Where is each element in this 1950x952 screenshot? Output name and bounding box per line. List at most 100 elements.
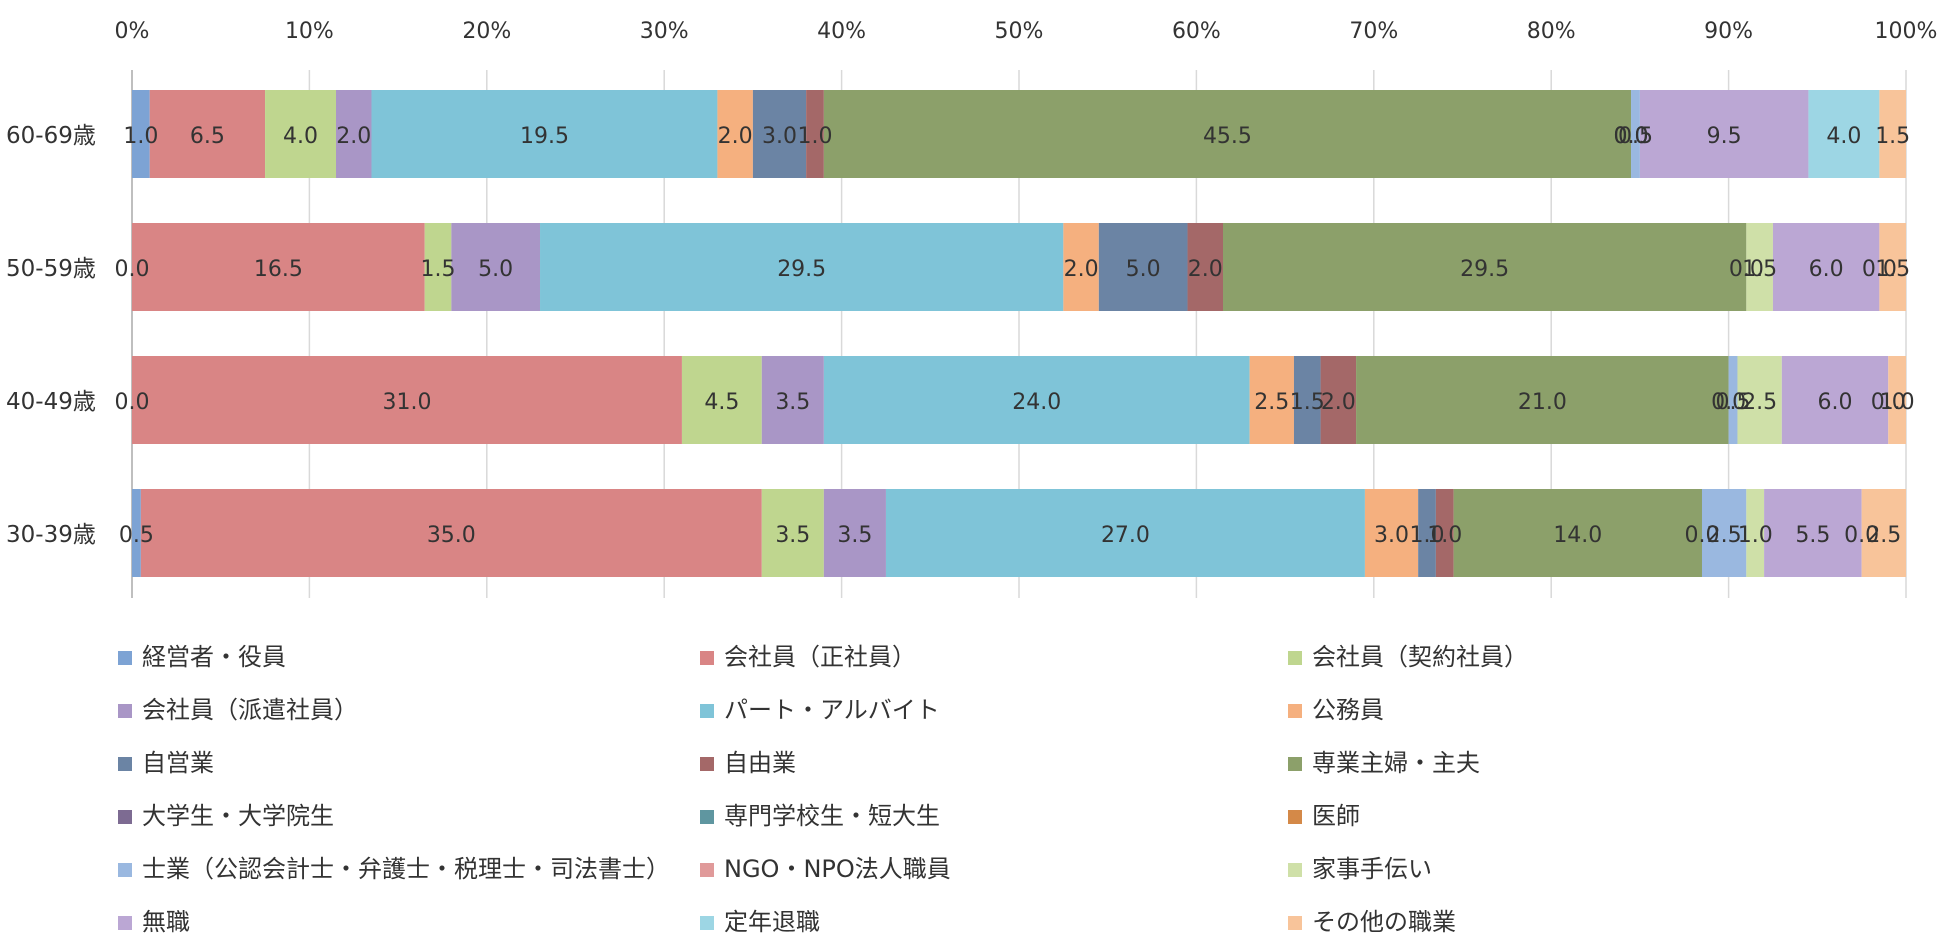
bar-segment [1631,90,1640,178]
legend-label: 士業（公認会計士・弁護士・税理士・司法書士） [142,855,670,883]
bar-segment [149,90,266,178]
data-label: 1.0 [1427,523,1462,548]
legend-swatch [700,810,714,824]
x-tick-label: 50% [995,19,1044,44]
data-label: 0.0 [1844,523,1879,548]
data-label: 0.5 [1618,124,1653,149]
data-label: 5.0 [1126,257,1161,282]
x-tick-label: 40% [817,19,866,44]
data-label: 0.0 [115,257,150,282]
x-tick-label: 30% [640,19,689,44]
data-label: 29.5 [777,257,826,282]
data-label: 35.0 [427,523,476,548]
data-label: 3.5 [837,523,872,548]
bar-segment [132,356,682,444]
data-label: 6.0 [1809,257,1844,282]
bar-segment [823,489,886,577]
segment-data-labels: 1.0 6.5 4.0 2.0 19.5 2.0 3.0 1.0 45.5 0.00.00.5 9.… [115,124,1915,548]
bar-segment [681,356,762,444]
legend-label: 医師 [1312,802,1360,830]
legend-swatch [118,810,132,824]
category-label: 50-59歳 [6,256,96,282]
data-label: 2.0 [718,124,753,149]
bar-segment [1879,90,1906,178]
legend-swatch [1288,757,1302,771]
data-label: 0.0 [1871,390,1906,415]
bar-segment [1764,489,1862,577]
data-label: 4.0 [283,124,318,149]
data-label: 2.0 [1188,257,1223,282]
bar-segment [1223,223,1747,311]
bar-segment [761,489,824,577]
data-label: 3.5 [775,523,810,548]
bar-segment [1746,223,1773,311]
data-label: 1.5 [421,257,456,282]
legend-swatch [1288,916,1302,930]
bar-segment [717,90,753,178]
x-tick-label: 60% [1172,19,1221,44]
legend-swatch [1288,863,1302,877]
data-label: 0.0 [1729,257,1764,282]
data-label: 1.5 [1742,257,1777,282]
data-label: 0.0 [115,390,150,415]
legend-swatch [1288,651,1302,665]
bar-segment [132,223,425,311]
bar-segment [451,223,541,311]
bar-segment [1879,223,1906,311]
legend-swatch [700,863,714,877]
bar-segment [1808,90,1880,178]
bar-segment [540,223,1064,311]
bar-segment [1249,356,1294,444]
category-label: 40-49歳 [6,389,96,415]
data-label: 0.5 [119,523,154,548]
legend-label: 家事手伝い [1312,855,1432,883]
bar-segment [371,90,718,178]
bar-segment [1418,489,1436,577]
data-label: 5.5 [1795,523,1830,548]
legend-label: 会社員（正社員） [724,643,916,671]
x-axis-tick-labels: 0% 10% 20% 30% 40% 50% 60% 70% 80% 90% 100% [115,19,1938,44]
data-label: 4.0 [1826,124,1861,149]
data-label: 0.0 [1614,124,1649,149]
x-tick-label: 0% [115,19,150,44]
legend-swatch [1288,704,1302,718]
legend-label: 専業主婦・主夫 [1312,749,1480,777]
data-label: 6.0 [1818,390,1853,415]
data-label: 16.5 [254,257,303,282]
bar-segment [1781,356,1889,444]
legend-swatch [1288,810,1302,824]
bar-segment [265,90,337,178]
legend-label: 専門学校生・短大生 [724,802,940,830]
bar-segment [1639,90,1809,178]
data-label: 2.0 [336,124,371,149]
x-tick-label: 100% [1875,19,1938,44]
legend-label: 会社員（契約社員） [1312,643,1528,671]
legend-label: 公務員 [1312,696,1384,724]
category-label: 60-69歳 [6,123,96,149]
bar-segment [140,489,762,577]
data-label: 3.5 [775,390,810,415]
bar-segment [761,356,824,444]
bar-segment [1187,223,1224,311]
legend-label: 定年退職 [724,908,820,936]
data-label: 14.0 [1553,523,1602,548]
data-label: 3.0 [1374,523,1409,548]
bar-segment [823,356,1250,444]
legend: 経営者・役員 会社員（正社員） 会社員（契約社員） 会社員（派遣社員） パート・アルバイ… [118,643,1528,936]
data-label: 24.0 [1012,390,1061,415]
bar-segment [1356,356,1729,444]
legend-swatch [118,651,132,665]
bar-segment [336,90,372,178]
bar-segment [885,489,1365,577]
data-label: 29.5 [1460,257,1509,282]
data-label: 0.0 [1684,523,1719,548]
bar-segment [132,489,141,577]
data-label: 1.0 [1738,523,1773,548]
bar-segment [1098,223,1188,311]
data-label: 1.5 [1875,257,1910,282]
bar-segment [1746,489,1765,577]
data-label: 0.5 [1716,390,1751,415]
legend-label: 自由業 [724,749,796,777]
data-label: 31.0 [382,390,431,415]
bar-segment [823,90,1632,178]
